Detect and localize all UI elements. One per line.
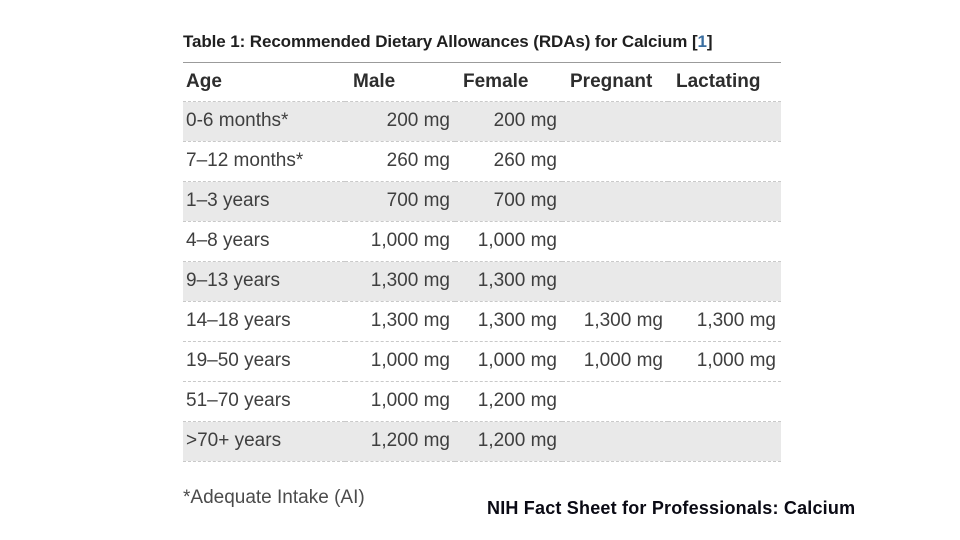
- lactating-cell: [668, 101, 781, 141]
- age-cell: 0-6 months*: [186, 110, 289, 131]
- age-cell: 9–13 years: [186, 270, 281, 291]
- pregnant-cell: [562, 181, 668, 221]
- age-cell: 4–8 years: [186, 230, 270, 251]
- male-cell: 1,300 mg: [370, 270, 450, 291]
- footnote: *Adequate Intake (AI): [183, 487, 365, 508]
- lactating-cell: [668, 141, 781, 181]
- lactating-cell: 1,000 mg: [696, 350, 776, 371]
- reference-link[interactable]: 1: [697, 32, 707, 51]
- reference-bracket-close: ]: [706, 32, 713, 51]
- age-cell: 7–12 months*: [186, 150, 304, 171]
- table-row: 19–50 years 1,000 mg 1,000 mg 1,000 mg 1…: [183, 341, 781, 381]
- age-cell: >70+ years: [186, 430, 282, 451]
- female-cell: 200 mg: [493, 110, 557, 131]
- male-cell: 1,000 mg: [370, 350, 450, 371]
- table-row: 9–13 years 1,300 mg 1,300 mg: [183, 261, 781, 301]
- male-cell: 260 mg: [386, 150, 450, 171]
- female-cell: 700 mg: [493, 190, 557, 211]
- lactating-cell: [668, 261, 781, 301]
- lactating-cell: 1,300 mg: [696, 310, 776, 331]
- table-row: 0-6 months* 200 mg 200 mg: [183, 101, 781, 141]
- table-row: 51–70 years 1,000 mg 1,200 mg: [183, 381, 781, 421]
- table-title: Table 1: Recommended Dietary Allowances …: [183, 31, 781, 63]
- age-cell: 51–70 years: [186, 390, 291, 411]
- male-cell: 1,300 mg: [370, 310, 450, 331]
- column-header-male: Male: [353, 70, 396, 92]
- age-cell: 1–3 years: [186, 190, 270, 211]
- male-cell: 1,000 mg: [370, 230, 450, 251]
- caption: NIH Fact Sheet for Professionals: Calciu…: [487, 498, 856, 518]
- column-header-age: Age: [186, 70, 222, 92]
- female-cell: 1,300 mg: [477, 310, 557, 331]
- table-row: >70+ years 1,200 mg 1,200 mg: [183, 421, 781, 461]
- rda-table-card: Table 1: Recommended Dietary Allowances …: [183, 31, 781, 462]
- male-cell: 700 mg: [386, 190, 450, 211]
- female-cell: 1,300 mg: [477, 270, 557, 291]
- pregnant-cell: [562, 141, 668, 181]
- column-header-lactating: Lactating: [676, 70, 761, 92]
- male-cell: 200 mg: [386, 110, 450, 131]
- pregnant-cell: [562, 421, 668, 461]
- pregnant-cell: [562, 261, 668, 301]
- female-cell: 1,000 mg: [477, 230, 557, 251]
- female-cell: 1,200 mg: [477, 430, 557, 451]
- table-row: 7–12 months* 260 mg 260 mg: [183, 141, 781, 181]
- lactating-cell: [668, 181, 781, 221]
- table-row: 1–3 years 700 mg 700 mg: [183, 181, 781, 221]
- age-cell: 14–18 years: [186, 310, 291, 331]
- pregnant-cell: [562, 381, 668, 421]
- female-cell: 1,200 mg: [477, 390, 557, 411]
- pregnant-cell: [562, 101, 668, 141]
- male-cell: 1,200 mg: [370, 430, 450, 451]
- pregnant-cell: 1,300 mg: [583, 310, 663, 331]
- lactating-cell: [668, 221, 781, 261]
- header-row: Age Male Female Pregnant Lactating: [183, 63, 781, 101]
- pregnant-cell: 1,000 mg: [583, 350, 663, 371]
- pregnant-cell: [562, 221, 668, 261]
- lactating-cell: [668, 421, 781, 461]
- column-header-pregnant: Pregnant: [570, 70, 653, 92]
- reference-bracket-open: [: [687, 32, 698, 51]
- age-cell: 19–50 years: [186, 350, 291, 371]
- lactating-cell: [668, 381, 781, 421]
- female-cell: 260 mg: [493, 150, 557, 171]
- table-title-text: Table 1: Recommended Dietary Allowances …: [183, 32, 688, 51]
- female-cell: 1,000 mg: [477, 350, 557, 371]
- male-cell: 1,000 mg: [370, 390, 450, 411]
- rda-table: Age Male Female Pregnant Lactating 0-6 m…: [183, 63, 781, 462]
- column-header-female: Female: [463, 70, 529, 92]
- table-row: 4–8 years 1,000 mg 1,000 mg: [183, 221, 781, 261]
- table-row: 14–18 years 1,300 mg 1,300 mg 1,300 mg 1…: [183, 301, 781, 341]
